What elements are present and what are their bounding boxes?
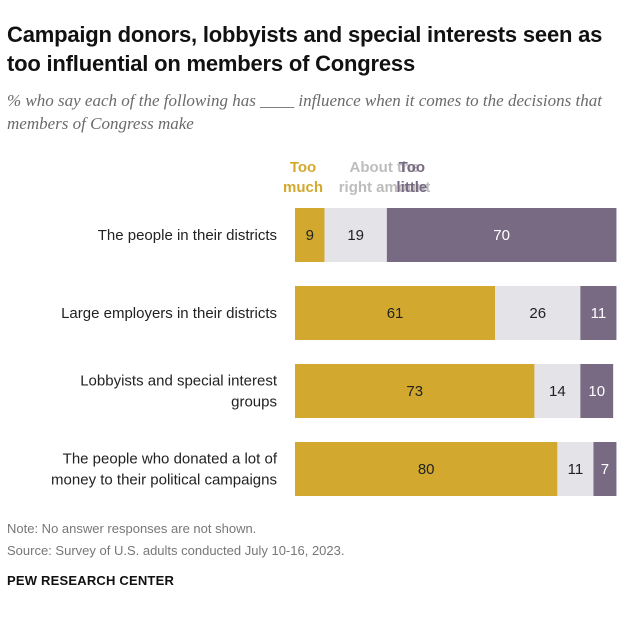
bar-segment-too-little <box>593 442 617 496</box>
chart-title: Campaign donors, lobbyists and special i… <box>7 22 603 76</box>
bar-segment-too-little <box>386 208 617 262</box>
legend-too-little: Too little <box>396 159 427 196</box>
data-label: 14 <box>549 383 566 400</box>
bar-segment-about-right <box>495 286 581 340</box>
data-label: 11 <box>568 461 584 478</box>
brand-logo-text: PEW RESEARCH CENTER <box>7 573 175 588</box>
row-label: The people who donated a lot of money to … <box>51 451 278 489</box>
chart-note: Note: No answer responses are not shown. <box>7 521 257 536</box>
data-label: 73 <box>406 383 423 400</box>
bar-segment-too-much <box>295 208 325 262</box>
bar-segment-too-much <box>295 364 535 418</box>
data-label: 80 <box>418 461 435 478</box>
bar-segment-too-much <box>295 442 558 496</box>
bar-segment-too-little <box>580 364 614 418</box>
data-label: 26 <box>529 305 546 322</box>
data-label: 7 <box>601 461 609 478</box>
data-label: 61 <box>387 305 404 322</box>
bar-segment-about-right <box>324 208 387 262</box>
data-label: 9 <box>306 227 314 244</box>
data-label: 19 <box>347 227 364 244</box>
legend-about-right: About the right amount <box>339 159 431 196</box>
legend-too-much: Too much <box>283 159 323 196</box>
chart-source: Source: Survey of U.S. adults conducted … <box>7 543 345 558</box>
bar-segment-too-little <box>580 286 617 340</box>
bar-segment-too-much <box>295 286 496 340</box>
bar-segment-about-right <box>557 442 594 496</box>
data-label: 10 <box>588 383 605 400</box>
data-label: 11 <box>591 305 607 322</box>
row-label: Lobbyists and special interest groups <box>80 373 278 411</box>
data-label: 70 <box>493 227 510 244</box>
chart-subtitle: % who say each of the following has ____… <box>7 91 602 133</box>
bar-segment-about-right <box>534 364 581 418</box>
row-label: Large employers in their districts <box>61 305 277 322</box>
row-label: The people in their districts <box>98 227 277 244</box>
